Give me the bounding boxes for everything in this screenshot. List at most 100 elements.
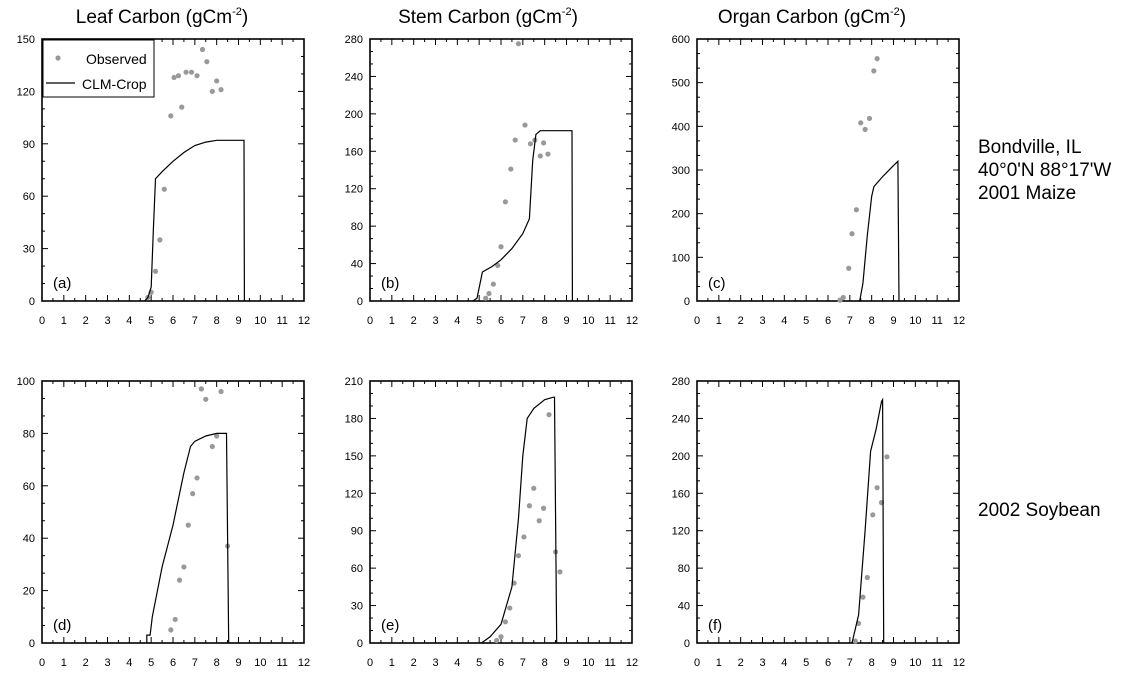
observed-point — [157, 237, 163, 243]
panel-label: (c) — [708, 275, 726, 292]
x-tick-label: 4 — [781, 315, 787, 327]
observed-point — [866, 115, 873, 122]
model-line — [481, 396, 558, 644]
x-tick-label: 4 — [126, 657, 132, 669]
x-tick-label: 8 — [214, 315, 220, 327]
observed-point — [884, 454, 890, 460]
x-tick-label: 1 — [716, 657, 722, 669]
observed-point — [557, 569, 563, 575]
x-tick-label: 3 — [104, 657, 110, 669]
y-tick-label: 200 — [345, 109, 363, 121]
y-tick-label: 200 — [672, 451, 690, 463]
observed-point — [486, 290, 492, 297]
model-line — [146, 432, 230, 644]
observed-point — [853, 207, 859, 213]
y-tick-label: 0 — [29, 638, 35, 650]
x-tick-label: 5 — [476, 657, 482, 669]
x-tick-label: 4 — [454, 657, 460, 669]
observed-point — [537, 153, 543, 159]
observed-point — [874, 485, 880, 491]
x-tick-label: 3 — [759, 315, 765, 327]
observed-point — [840, 294, 846, 301]
observed-point — [502, 619, 508, 625]
plot-frame — [369, 380, 633, 644]
observed-point — [521, 534, 527, 540]
y-tick-label: 280 — [345, 34, 363, 46]
x-tick-label: 0 — [694, 315, 700, 327]
x-tick-label: 11 — [604, 315, 615, 327]
x-tick-label: 5 — [148, 315, 154, 327]
y-tick-label: 120 — [345, 488, 363, 500]
x-tick-label: 6 — [825, 315, 831, 327]
y-tick-label: 60 — [351, 563, 363, 575]
y-tick-label: 60 — [23, 481, 35, 493]
y-tick-label: 240 — [672, 413, 690, 425]
observed-point — [874, 56, 880, 62]
x-tick-label: 7 — [192, 657, 198, 669]
observed-point — [515, 553, 522, 559]
x-tick-label: 9 — [235, 657, 241, 669]
x-tick-label: 5 — [148, 657, 154, 669]
x-tick-label: 9 — [563, 657, 569, 669]
crop-year: 2002 Soybean — [978, 500, 1101, 521]
x-tick-label: 10 — [254, 657, 266, 669]
observed-point — [862, 126, 868, 132]
x-tick-label: 7 — [847, 315, 853, 327]
y-tick-label: 40 — [23, 533, 35, 545]
observed-point — [540, 505, 547, 511]
observed-point — [194, 73, 200, 79]
y-tick-label: 120 — [672, 526, 690, 538]
observed-point — [185, 522, 191, 528]
column-title-exponent: -2 — [890, 6, 900, 18]
panel-label: (b) — [381, 275, 399, 292]
legend-box — [42, 39, 155, 98]
column-title-stem: Stem Carbon (gCm-2) — [398, 6, 578, 29]
observed-point — [209, 443, 215, 450]
x-tick-label: 12 — [953, 657, 965, 669]
y-tick-label: 160 — [672, 488, 690, 500]
x-tick-label: 9 — [235, 315, 241, 327]
column-title-close: ) — [241, 7, 249, 28]
x-tick-label: 2 — [738, 657, 744, 669]
observed-point — [214, 433, 220, 439]
y-tick-label: 160 — [345, 146, 363, 158]
y-tick-label: 80 — [351, 221, 363, 233]
column-title-close: ) — [571, 7, 578, 28]
observed-point — [864, 574, 870, 581]
observed-point — [188, 69, 195, 75]
observed-point — [526, 503, 532, 509]
x-tick-label: 3 — [432, 657, 438, 669]
x-tick-label: 9 — [890, 657, 896, 669]
x-tick-label: 6 — [498, 657, 504, 669]
y-tick-label: 120 — [345, 184, 363, 196]
observed-point — [860, 594, 866, 600]
x-tick-label: 1 — [389, 657, 395, 669]
x-tick-label: 1 — [61, 315, 67, 327]
panel-label: (e) — [381, 617, 399, 634]
y-tick-label: 0 — [357, 638, 363, 650]
x-tick-label: 2 — [83, 657, 89, 669]
y-tick-label: 30 — [23, 244, 35, 256]
y-tick-label: 150 — [17, 34, 35, 46]
legend-label-observed: Observed — [86, 51, 147, 67]
observed-point — [168, 113, 174, 119]
column-title-text: Leaf Carbon (gCm — [75, 7, 233, 28]
observed-point — [218, 87, 224, 93]
x-tick-label: 12 — [626, 657, 638, 669]
y-tick-label: 100 — [672, 252, 690, 264]
x-tick-label: 2 — [411, 315, 417, 327]
x-tick-label: 11 — [276, 657, 287, 669]
x-tick-label: 4 — [454, 315, 460, 327]
y-tick-label: 80 — [678, 563, 690, 575]
x-tick-label: 11 — [604, 657, 615, 669]
observed-point — [171, 74, 177, 81]
x-tick-label: 1 — [716, 315, 722, 327]
plot-frame — [41, 380, 305, 644]
y-tick-label: 500 — [672, 78, 690, 90]
x-tick-label: 2 — [83, 315, 89, 327]
observed-point — [203, 396, 209, 402]
